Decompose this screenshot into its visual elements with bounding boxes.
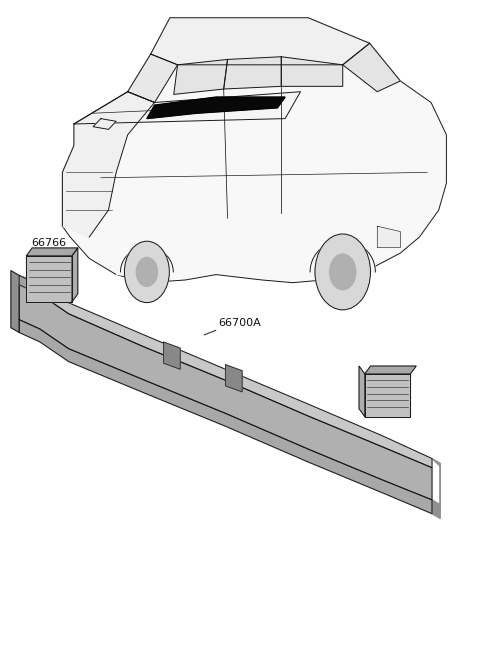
Text: 66766: 66766 <box>31 238 66 248</box>
Polygon shape <box>19 276 52 300</box>
Polygon shape <box>343 43 400 92</box>
Polygon shape <box>19 285 432 500</box>
Polygon shape <box>226 365 242 392</box>
Polygon shape <box>147 97 285 119</box>
Circle shape <box>124 241 169 302</box>
Polygon shape <box>365 374 410 417</box>
Polygon shape <box>19 276 432 468</box>
Circle shape <box>136 257 157 287</box>
Polygon shape <box>11 271 19 333</box>
Text: 66700A: 66700A <box>218 318 261 328</box>
Polygon shape <box>62 18 446 283</box>
Polygon shape <box>224 57 281 89</box>
Polygon shape <box>281 57 343 87</box>
Polygon shape <box>174 60 228 94</box>
Polygon shape <box>377 226 400 248</box>
Polygon shape <box>74 92 300 124</box>
Polygon shape <box>19 319 432 514</box>
Polygon shape <box>164 342 180 369</box>
Polygon shape <box>93 119 116 129</box>
Polygon shape <box>62 92 155 237</box>
Polygon shape <box>151 18 370 65</box>
Polygon shape <box>26 256 72 302</box>
Text: 66756: 66756 <box>370 390 405 400</box>
Polygon shape <box>365 366 416 374</box>
Polygon shape <box>116 247 185 277</box>
Polygon shape <box>432 459 440 518</box>
Circle shape <box>330 254 356 290</box>
Polygon shape <box>300 241 377 275</box>
Polygon shape <box>72 248 78 302</box>
Polygon shape <box>128 54 178 102</box>
Polygon shape <box>26 248 78 256</box>
Circle shape <box>315 234 371 310</box>
Polygon shape <box>359 366 365 417</box>
